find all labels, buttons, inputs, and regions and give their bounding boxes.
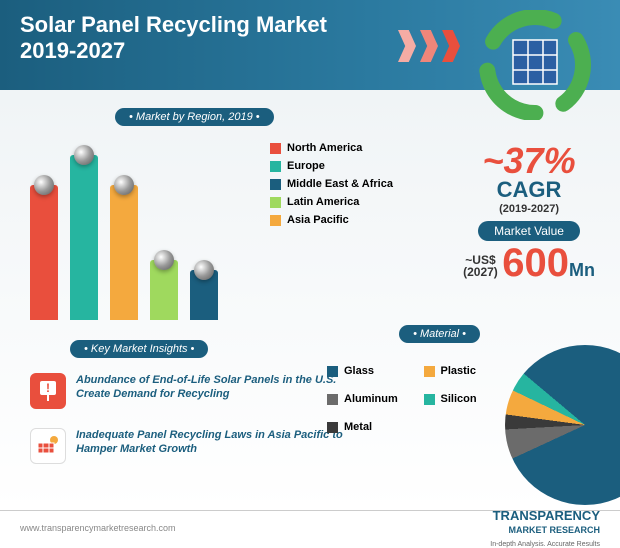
legend-swatch [270, 143, 281, 154]
insight-1: ! Abundance of End-of-Life Solar Panels … [30, 373, 370, 409]
material-legend-item: Plastic [424, 365, 503, 377]
material-legend: Glass Plastic Aluminum Silicon Metal [327, 365, 502, 439]
legend-item: North America [270, 142, 393, 154]
bar-cap-icon [74, 145, 94, 165]
bar [70, 155, 98, 320]
recycle-solar-icon [475, 10, 595, 120]
cagr-years: (2019-2027) [463, 203, 595, 215]
insights-pill: • Key Market Insights • [70, 340, 208, 358]
legend-swatch [327, 394, 338, 405]
footer-url: www.transparencymarketresearch.com [20, 523, 176, 533]
material-legend-item: Metal [327, 421, 406, 433]
region-bar-chart [30, 150, 250, 320]
legend-label: Glass [344, 365, 374, 377]
mv-suffix: Mn [569, 260, 595, 280]
bar [190, 270, 218, 320]
legend-label: Silicon [441, 393, 477, 405]
legend-label: Asia Pacific [287, 214, 349, 226]
market-value: ~US$(2027) 600Mn [463, 245, 595, 281]
body-area: • Market by Region, 2019 • North America… [0, 90, 620, 510]
region-pill: • Market by Region, 2019 • [115, 108, 274, 126]
legend-swatch [270, 197, 281, 208]
legend-swatch [327, 422, 338, 433]
bar-cap-icon [154, 250, 174, 270]
legend-label: North America [287, 142, 362, 154]
bar-cap-icon [34, 175, 54, 195]
legend-swatch [424, 394, 435, 405]
mv-number: 600 [502, 241, 569, 285]
legend-label: Middle East & Africa [287, 178, 393, 190]
legend-swatch [424, 366, 435, 377]
bar-cap-icon [114, 175, 134, 195]
bar [150, 260, 178, 320]
legend-item: Asia Pacific [270, 214, 393, 226]
header-banner: Solar Panel Recycling Market 2019-2027 [0, 0, 620, 90]
region-legend: North America Europe Middle East & Africa L… [270, 142, 393, 232]
legend-item: Europe [270, 160, 393, 172]
material-legend-item: Silicon [424, 393, 503, 405]
legend-label: Europe [287, 160, 325, 172]
solar-panel-icon [30, 428, 66, 464]
svg-text:!: ! [46, 381, 50, 395]
cagr-block: ~37% CAGR (2019-2027) Market Value ~US$(… [463, 145, 595, 281]
mv-prefix: ~US$(2027) [463, 254, 498, 278]
legend-swatch [270, 161, 281, 172]
arrow-decor [398, 30, 460, 62]
material-pill: • Material • [399, 325, 480, 343]
legend-label: Metal [344, 421, 372, 433]
legend-item: Latin America [270, 196, 393, 208]
bar [30, 185, 58, 320]
material-legend-item: Aluminum [327, 393, 406, 405]
legend-label: Aluminum [344, 393, 398, 405]
legend-swatch [270, 215, 281, 226]
insight-2: Inadequate Panel Recycling Laws in Asia … [30, 428, 370, 464]
insight-2-text: Inadequate Panel Recycling Laws in Asia … [76, 428, 370, 457]
insight-1-text: Abundance of End-of-Life Solar Panels in… [76, 373, 370, 402]
cagr-label: CAGR [463, 177, 595, 203]
market-value-pill: Market Value [478, 221, 580, 241]
legend-item: Middle East & Africa [270, 178, 393, 190]
cagr-value: ~37% [463, 145, 595, 177]
tmr-logo: TRANSPARENCY MARKET RESEARCH In-depth An… [490, 509, 600, 548]
bar [110, 185, 138, 320]
legend-swatch [270, 179, 281, 190]
legend-label: Plastic [441, 365, 476, 377]
legend-swatch [327, 366, 338, 377]
bar-cap-icon [194, 260, 214, 280]
material-pie-chart [505, 345, 620, 505]
legend-label: Latin America [287, 196, 359, 208]
material-legend-item: Glass [327, 365, 406, 377]
alert-icon: ! [30, 373, 66, 409]
footer: www.transparencymarketresearch.com TRANS… [0, 510, 620, 545]
